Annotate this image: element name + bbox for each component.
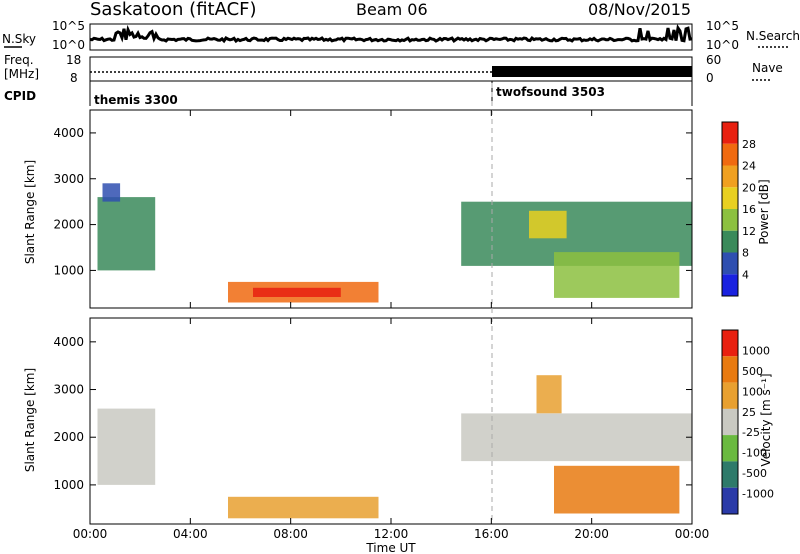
- y-tick-label: 2000: [53, 218, 84, 232]
- velocity-colorbar: 1000 500 100 25 -25 -100 -500 -1000: [721, 329, 774, 515]
- power-data: [97, 183, 692, 303]
- colorbar-tick-label: 100: [742, 385, 763, 398]
- data-region: [461, 413, 692, 462]
- power-y-ticks: 4000 3000 2000 1000: [53, 126, 692, 277]
- colorbar-cell: [722, 461, 738, 488]
- colorbar-tick-label: 8: [742, 247, 749, 260]
- velocity-data: [97, 375, 692, 519]
- y-tick-label: 1000: [53, 478, 84, 492]
- date-label: 08/Nov/2015: [588, 0, 691, 19]
- x-tick-label: 12:00: [374, 527, 409, 541]
- colorbar-cell: [722, 165, 738, 188]
- nsky-tick-bottom: 10^0: [52, 38, 85, 52]
- data-region: [554, 252, 680, 298]
- colorbar-tick-label: 25: [742, 406, 756, 419]
- x-tick-label: 08:00: [273, 527, 308, 541]
- nave-label: Nave: [752, 61, 783, 75]
- x-tick-label: 04:00: [173, 527, 208, 541]
- data-region: [97, 197, 156, 271]
- colorbar-tick-label: 16: [742, 203, 756, 216]
- colorbar-tick-label: 28: [742, 138, 756, 151]
- data-region: [554, 465, 680, 514]
- colorbar-cell: [722, 252, 738, 275]
- colorbar-frame: [721, 121, 739, 297]
- power-colorbar-label: Power [dB]: [757, 179, 771, 244]
- colorbar-cell: [722, 122, 738, 144]
- freq-panel: Freq. [MHz] 18 8 Nave 60 0: [4, 53, 783, 85]
- x-axis: 00:00 04:00 08:00 12:00 16:00 20:00 00:00: [73, 110, 710, 541]
- colorbar-cell: [722, 487, 738, 514]
- nsearch-tick-bottom: 10^0: [706, 38, 739, 52]
- colorbar-tick-label: 500: [742, 365, 763, 378]
- colorbar-cell: [722, 209, 738, 231]
- beam-label: Beam 06: [356, 0, 428, 19]
- nave-tick-top: 60: [706, 53, 721, 67]
- colorbar-cell: [722, 330, 738, 357]
- y-tick-label: 4000: [53, 126, 84, 140]
- velocity-panel: 4000 3000 2000 1000 Slant Range [km] 1000 50…: [23, 317, 774, 525]
- colorbar-tick-label: 4: [742, 268, 749, 281]
- nsearch-tick-top: 10^5: [706, 19, 739, 33]
- velocity-ylabel: Slant Range [km]: [23, 368, 37, 472]
- y-tick-label: 1000: [53, 263, 84, 277]
- data-region: [529, 210, 567, 239]
- colorbar-cell: [722, 143, 738, 166]
- colorbar-tick-label: 20: [742, 181, 756, 194]
- freq-label: Freq.: [4, 53, 34, 67]
- cpid-segment-2: twofsound 3503: [496, 85, 605, 99]
- x-tick-label: 16:00: [474, 527, 509, 541]
- data-region: [102, 183, 121, 202]
- y-tick-label: 3000: [53, 383, 84, 397]
- y-tick-label: 2000: [53, 430, 84, 444]
- freq-unit: [MHz]: [4, 67, 39, 81]
- colorbar-cell: [722, 356, 738, 383]
- y-tick-label: 3000: [53, 172, 84, 186]
- colorbar-tick-label: 12: [742, 225, 756, 238]
- power-panel: 4000 3000 2000 1000 Slant Range [km] 28 24 20…: [23, 109, 771, 309]
- colorbar-cell: [722, 408, 738, 436]
- colorbar-tick-label: -25: [742, 426, 760, 439]
- colorbar-tick-label: -100: [742, 447, 767, 460]
- freq-tick-top: 18: [66, 53, 81, 67]
- nsky-panel: N.Sky 10^5 10^0 N.Search 10^5 10^0: [2, 19, 800, 52]
- data-region: [97, 408, 156, 485]
- colorbar-cell: [722, 435, 738, 462]
- nave-tick-bottom: 0: [706, 71, 714, 85]
- colorbar-frame: [721, 329, 739, 515]
- velocity-y-ticks: 4000 3000 2000 1000: [53, 335, 692, 492]
- chart-title: Saskatoon (fitACF): [90, 0, 257, 20]
- colorbar-tick-label: 1000: [742, 344, 770, 357]
- colorbar-tick-label: 24: [742, 160, 756, 173]
- velocity-colorbar-label: Velocity [m s⁻¹]: [759, 373, 773, 466]
- nsky-tick-top: 10^5: [52, 19, 85, 33]
- y-tick-label: 4000: [53, 335, 84, 349]
- colorbar-cell: [722, 187, 738, 210]
- data-region: [228, 496, 379, 519]
- cpid-panel: CPID themis 3300 twofsound 3503: [4, 81, 693, 107]
- data-region: [536, 375, 562, 414]
- nsearch-label: N.Search: [746, 29, 800, 43]
- colorbar-tick-label: -500: [742, 467, 767, 480]
- x-axis-label: Time UT: [365, 541, 416, 554]
- cpid-label: CPID: [4, 89, 36, 103]
- power-ylabel: Slant Range [km]: [23, 160, 37, 264]
- cpid-segment-1: themis 3300: [94, 93, 178, 107]
- x-tick-label: 20:00: [574, 527, 609, 541]
- nsky-line: [89, 23, 693, 44]
- colorbar-cell: [722, 230, 738, 253]
- x-tick-label: 00:00: [675, 527, 710, 541]
- data-region: [253, 287, 341, 297]
- colorbar-cell: [722, 274, 738, 297]
- x-tick-label: 00:00: [73, 527, 108, 541]
- power-colorbar: 28 24 20 16 12 8 4: [721, 121, 756, 297]
- freq-tick-bottom: 8: [70, 71, 78, 85]
- colorbar-cell: [722, 382, 738, 409]
- nsky-label: N.Sky: [2, 32, 36, 46]
- colorbar-tick-label: -1000: [742, 488, 774, 501]
